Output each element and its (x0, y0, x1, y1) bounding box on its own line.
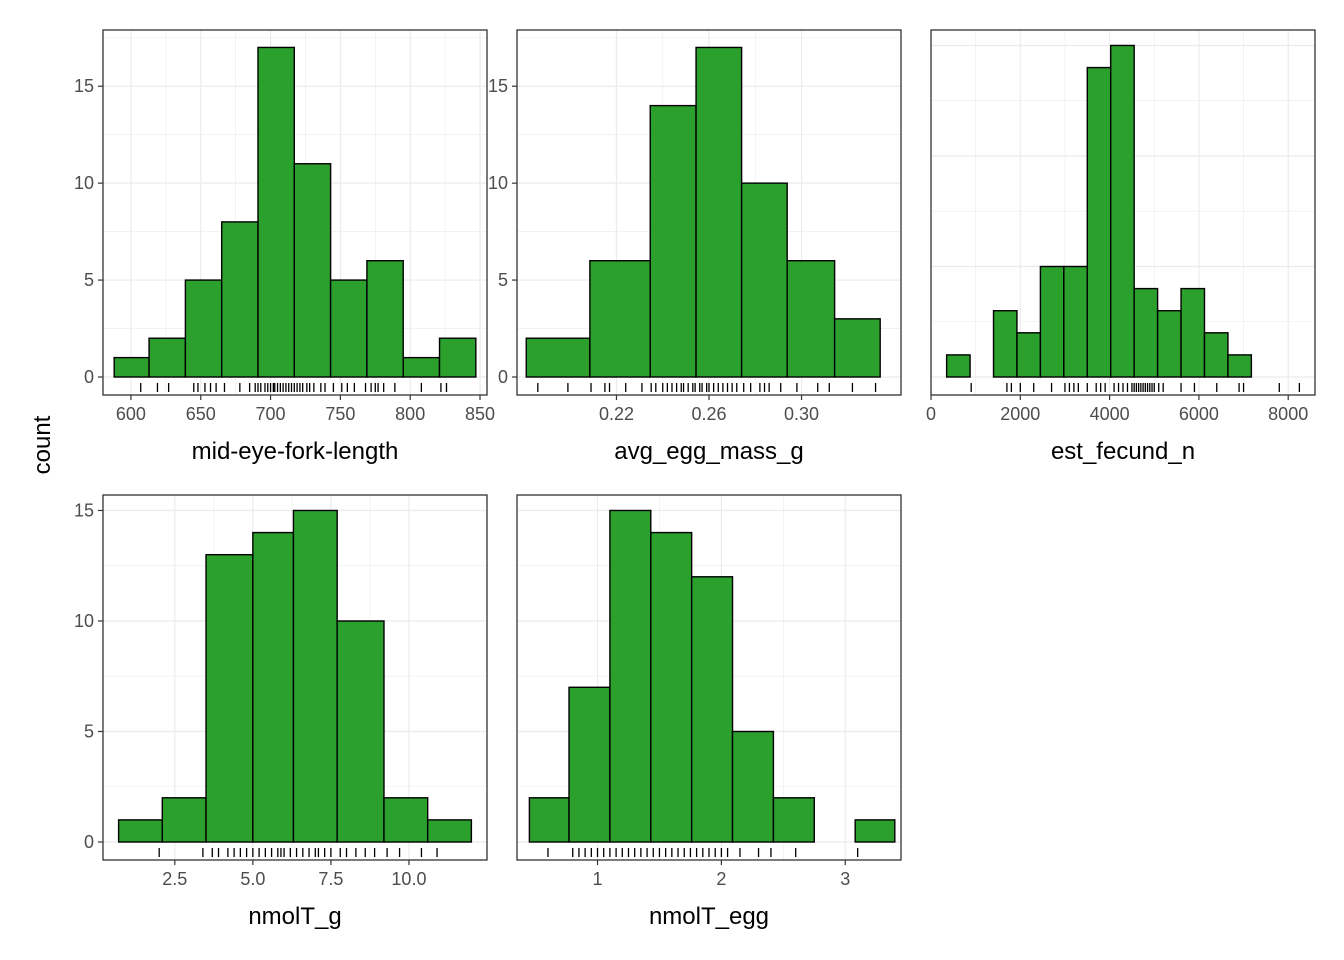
y-tick-label: 15 (488, 76, 508, 96)
histogram-bar (184, 279, 223, 378)
x-axis-title: nmolT_g (248, 903, 341, 930)
x-tick-label: 800 (395, 404, 425, 424)
x-axis-title: avg_egg_mass_g (614, 438, 803, 465)
x-tick-label: 0.26 (691, 404, 726, 424)
panel-border (930, 29, 1316, 396)
histogram-bar (650, 531, 693, 843)
y-tick-label: 10 (74, 611, 94, 631)
histogram-bar (1016, 332, 1042, 378)
x-axis-title: nmolT_egg (649, 903, 769, 930)
histogram-bar (293, 163, 332, 378)
histogram-bar (148, 337, 187, 378)
histogram-bar (528, 797, 570, 843)
panel-4: 2.5 5.0 7.5 10.0 0 5 10 15 nmolT_g (74, 494, 488, 930)
x-tick-label: 7.5 (318, 869, 343, 889)
x-tick-label: 600 (116, 404, 146, 424)
histogram-bar (772, 797, 815, 843)
histogram-bar (854, 819, 896, 843)
histogram-bar (731, 730, 775, 843)
x-tick-label: 5.0 (240, 869, 265, 889)
histogram-bar (336, 620, 385, 843)
y-tick-label: 5 (84, 721, 94, 741)
histogram-bar (402, 356, 441, 378)
histogram-bar (1156, 309, 1182, 378)
histogram-bar (117, 819, 164, 843)
histogram-bar (252, 531, 295, 843)
histogram-bar (589, 259, 651, 378)
x-tick-label: 8000 (1268, 404, 1308, 424)
y-tick-label: 10 (488, 173, 508, 193)
histogram-bar (992, 309, 1018, 378)
histogram-bar (1227, 354, 1253, 378)
histogram-bar (690, 576, 734, 843)
x-tick-label: 700 (256, 404, 286, 424)
x-tick-label: 2000 (1000, 404, 1040, 424)
histogram-bar (695, 46, 743, 378)
histogram-bar (1133, 287, 1159, 378)
y-tick-label: 15 (74, 76, 94, 96)
histogram-bar (426, 819, 473, 843)
x-axis-title: est_fecund_n (1051, 438, 1195, 465)
histogram-bar (1180, 287, 1206, 378)
histogram-bar (740, 182, 788, 378)
histogram-bar (945, 354, 971, 378)
histogram-bar (113, 356, 150, 378)
x-tick-label: 6000 (1179, 404, 1219, 424)
x-axis-title: mid-eye-fork-length (192, 438, 399, 465)
y-axis-title: count (29, 415, 56, 474)
histogram-bar (1039, 265, 1065, 378)
histogram-bar (1086, 66, 1112, 378)
x-tick-label: 3 (840, 869, 850, 889)
histogram-bar (1110, 44, 1135, 378)
x-tick-label: 4000 (1090, 404, 1130, 424)
y-tick-label: 0 (498, 367, 508, 387)
histogram-bar (609, 509, 652, 843)
histogram-bar (786, 259, 836, 378)
x-tick-label: 750 (325, 404, 355, 424)
x-tick-label: 1 (593, 869, 603, 889)
x-tick-label: 0 (926, 404, 936, 424)
panel-border (102, 494, 488, 861)
histogram-bar (329, 279, 368, 378)
x-tick-label: 850 (465, 404, 495, 424)
panel-2: 0.22 0.26 0.30 0 5 10 15 avg_egg_mass_g (488, 29, 902, 465)
x-tick-label: 650 (186, 404, 216, 424)
histogram-bar (1203, 332, 1229, 378)
histogram-bar (1063, 265, 1088, 378)
x-tick-label: 2 (716, 869, 726, 889)
panel-1: 600 650 700 750 800 850 0 5 10 15 mid-eye-fork-len… (74, 29, 495, 465)
histogram-bar (205, 553, 254, 843)
histogram-bar (438, 337, 477, 378)
histogram-bar (257, 46, 296, 378)
panel-border (102, 29, 488, 396)
x-tick-label: 2.5 (162, 869, 187, 889)
x-tick-label: 0.22 (599, 404, 634, 424)
y-tick-label: 5 (498, 270, 508, 290)
histogram-bar (366, 259, 404, 378)
panel-border (516, 494, 902, 861)
histogram-bar (649, 104, 697, 378)
panel-5: 1 2 3 nmolT_egg (516, 494, 902, 930)
y-tick-label: 5 (84, 270, 94, 290)
y-tick-label: 15 (74, 500, 94, 520)
panel-3: 0 2000 4000 6000 8000 est_fecund_n (926, 29, 1316, 465)
y-tick-label: 10 (74, 173, 94, 193)
y-tick-label: 0 (84, 367, 94, 387)
histogram-bar (220, 221, 259, 378)
histogram-bar (383, 797, 429, 843)
x-tick-label: 10.0 (391, 869, 426, 889)
histogram-bar (525, 337, 591, 378)
x-tick-label: 0.30 (784, 404, 819, 424)
histogram-bar (292, 509, 338, 843)
histogram-bar (161, 797, 207, 843)
histogram-bar (568, 686, 611, 843)
y-tick-label: 0 (84, 832, 94, 852)
histogram-bar (833, 318, 881, 378)
